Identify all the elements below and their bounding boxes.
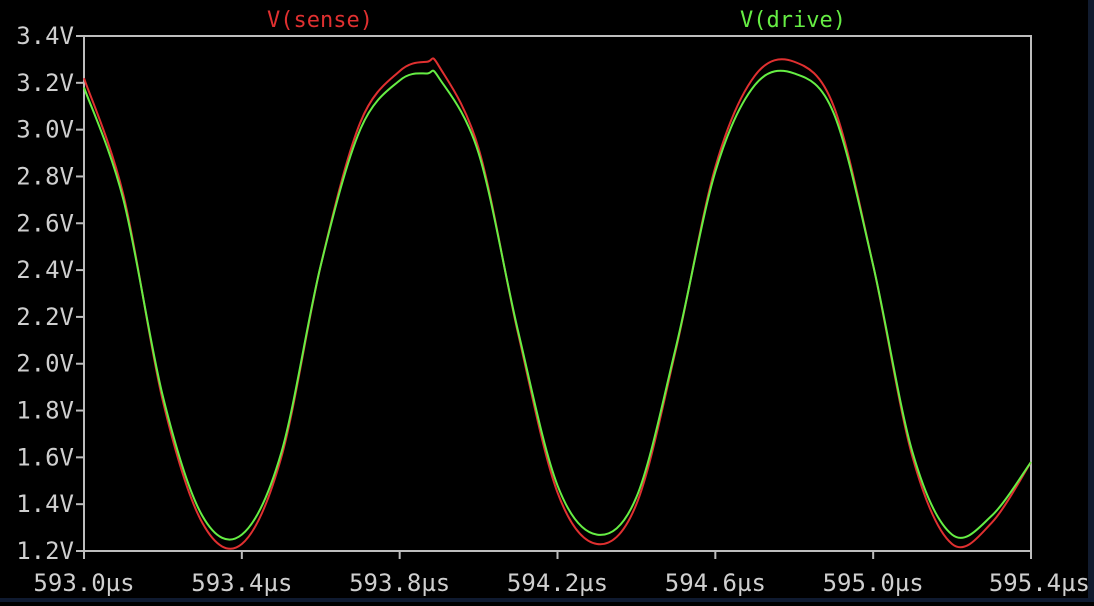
y-tick-label: 2.2V (16, 303, 74, 331)
x-tick-label: 595.0µs (823, 569, 924, 597)
y-tick-label: 1.2V (16, 537, 74, 565)
x-tick-label: 594.2µs (507, 569, 608, 597)
x-tick-label: 593.4µs (191, 569, 292, 597)
x-tick-label: 595.4µs (989, 569, 1090, 597)
y-tick-label: 2.6V (16, 209, 74, 237)
x-axis: 593.0µs 593.4µs 593.8µs 594.2µs 594.6µs 595.0… (33, 551, 1090, 597)
x-tick-label: 593.0µs (33, 569, 134, 597)
y-tick-label: 1.8V (16, 397, 74, 425)
series-line-v-sense (83, 57, 1032, 550)
x-tick-label: 593.8µs (349, 569, 450, 597)
y-axis: 3.4V 3.2V 3.0V 2.8V 2.6V 2.4V 2.2V 2.0V 1.8V 1.6V… (16, 22, 84, 565)
x-tick-label: 594.6µs (665, 569, 766, 597)
window-edge-bottom (0, 598, 1094, 602)
legend: V(sense) V(drive) (267, 8, 846, 33)
legend-label-v-drive: V(drive) (740, 8, 846, 33)
y-tick-label: 3.2V (16, 69, 74, 97)
y-tick-label: 3.0V (16, 116, 74, 144)
y-tick-label: 1.4V (16, 490, 74, 518)
plot-frame (83, 35, 1032, 552)
y-tick-label: 2.8V (16, 162, 74, 190)
y-tick-label: 1.6V (16, 443, 74, 471)
y-tick-label: 2.4V (16, 256, 74, 284)
series-group (83, 57, 1032, 550)
legend-label-v-sense: V(sense) (267, 8, 373, 33)
y-tick-label: 2.0V (16, 350, 74, 378)
window-edge-right (1088, 0, 1094, 602)
y-tick-label: 3.4V (16, 22, 74, 50)
series-line-v-drive (83, 69, 1032, 541)
